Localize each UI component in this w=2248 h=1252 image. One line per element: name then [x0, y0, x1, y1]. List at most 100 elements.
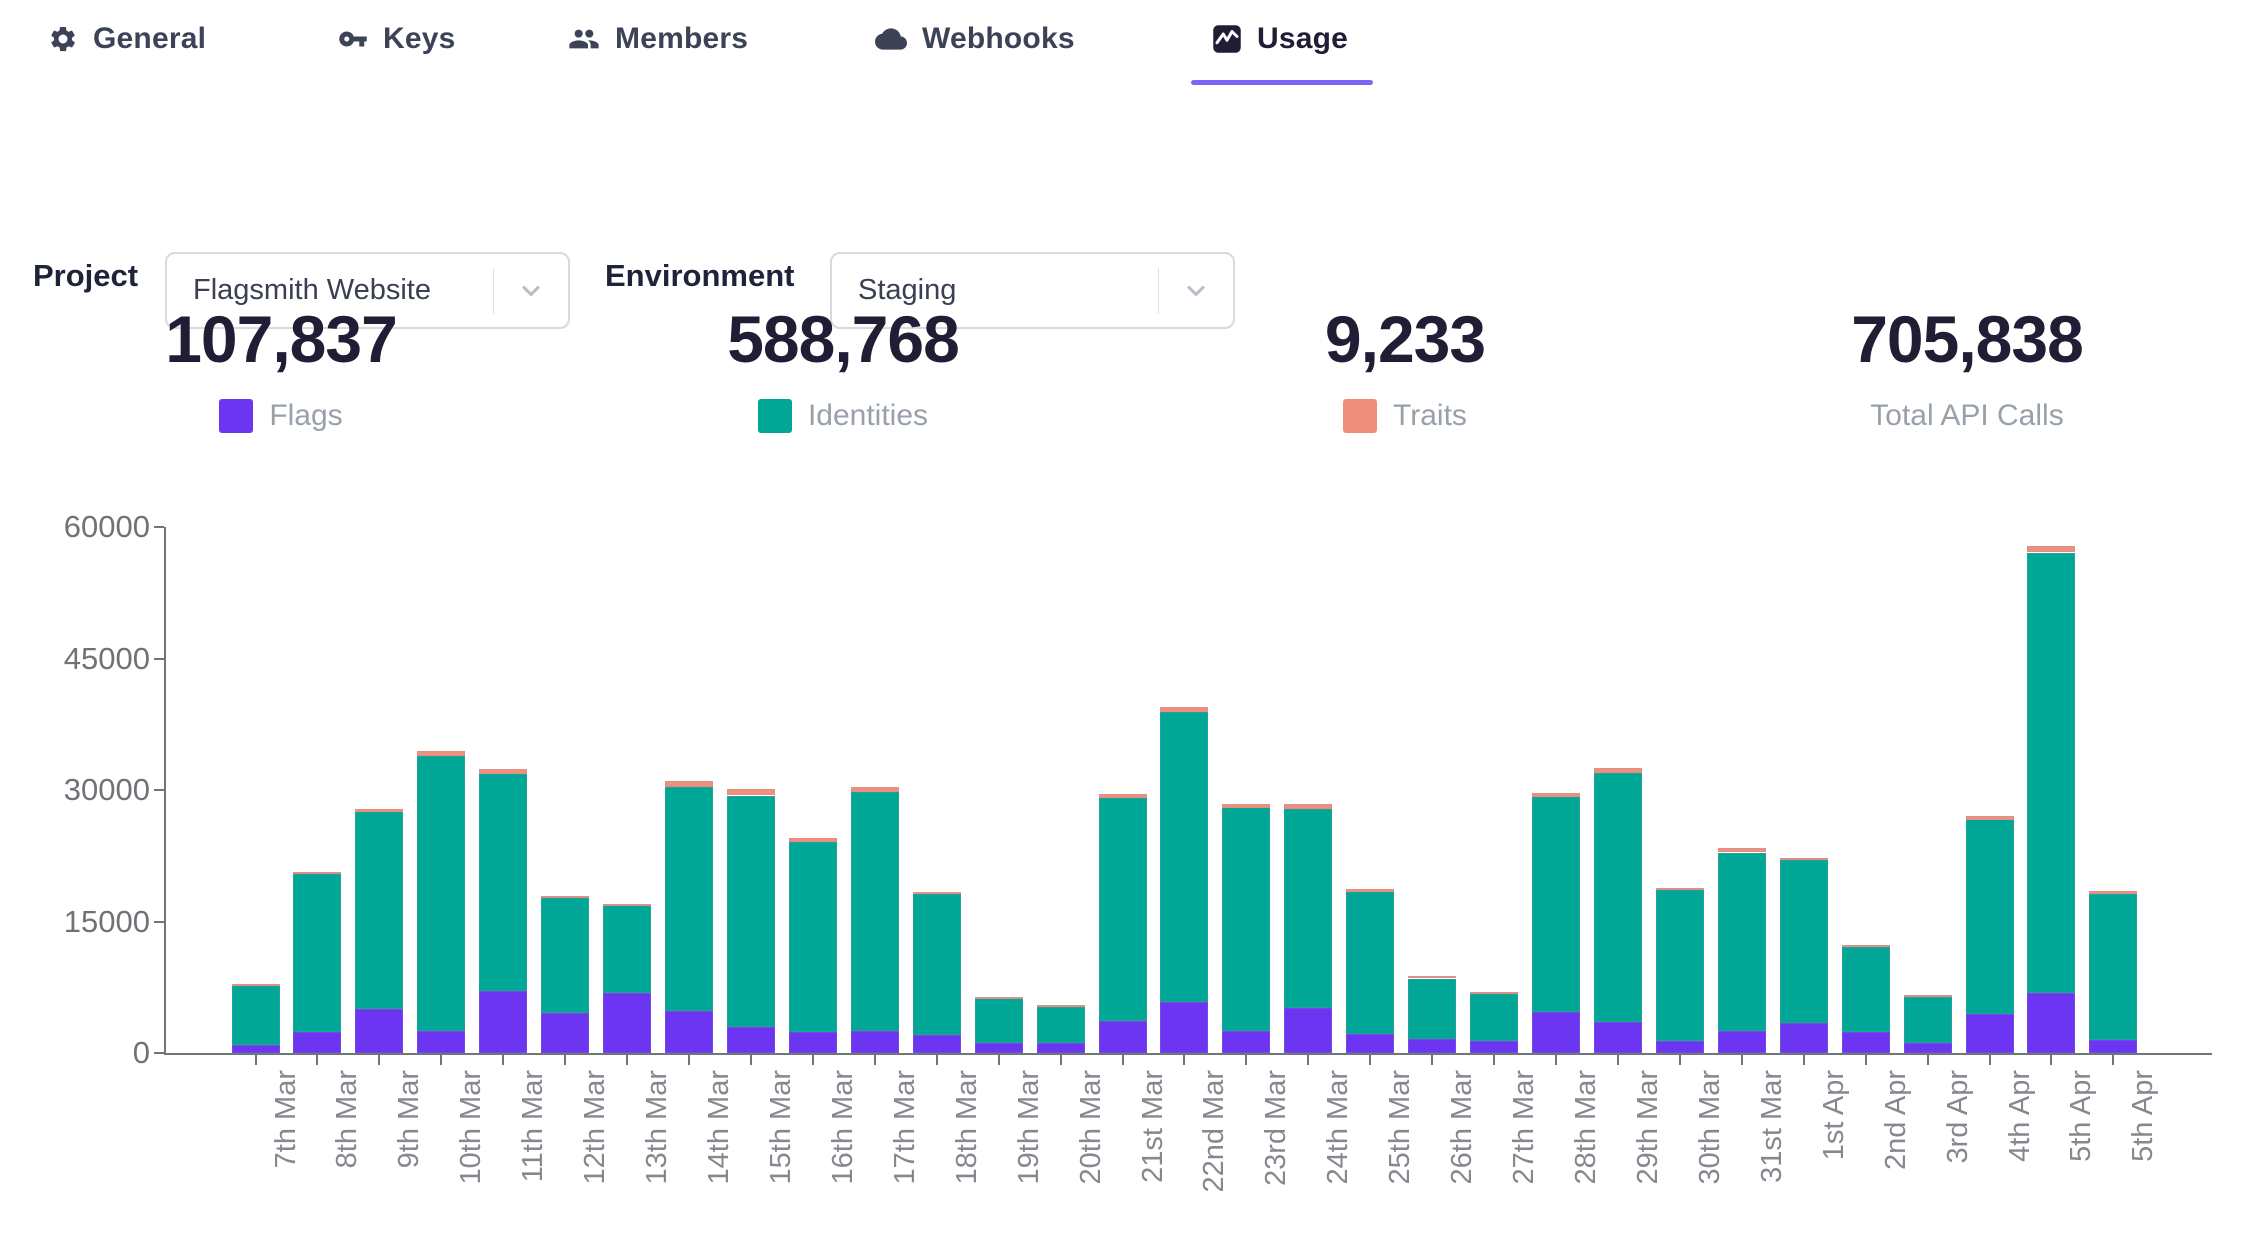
- bar-segment-traits[interactable]: [231, 984, 280, 987]
- bar-segment-traits[interactable]: [1779, 857, 1828, 860]
- chevron-down-icon[interactable]: [494, 277, 568, 305]
- bar-segment-identities[interactable]: [355, 812, 404, 1010]
- bar-segment-flags[interactable]: [1284, 1008, 1333, 1053]
- bar-segment-identities[interactable]: [1717, 852, 1766, 1031]
- bar-segment-flags[interactable]: [1532, 1012, 1581, 1053]
- bar-segment-identities[interactable]: [2089, 894, 2138, 1041]
- bar-segment-flags[interactable]: [1408, 1039, 1457, 1053]
- bar-segment-flags[interactable]: [726, 1027, 775, 1053]
- bar-segment-identities[interactable]: [2027, 552, 2076, 993]
- bar-segment-identities[interactable]: [603, 905, 652, 994]
- bar-segment-traits[interactable]: [1160, 706, 1209, 712]
- bar-segment-traits[interactable]: [1965, 815, 2014, 820]
- bar-segment-flags[interactable]: [417, 1031, 466, 1053]
- bar-segment-identities[interactable]: [417, 756, 466, 1032]
- bar-segment-traits[interactable]: [726, 789, 775, 796]
- bar-segment-traits[interactable]: [974, 996, 1023, 999]
- bar-segment-flags[interactable]: [1346, 1034, 1395, 1053]
- bar-segment-identities[interactable]: [293, 873, 342, 1032]
- tab-usage[interactable]: Usage: [1212, 22, 1348, 56]
- project-select[interactable]: Flagsmith Website: [165, 252, 570, 329]
- bar-segment-traits[interactable]: [417, 750, 466, 756]
- bar-segment-traits[interactable]: [1036, 1005, 1085, 1008]
- bar-segment-flags[interactable]: [1903, 1043, 1952, 1053]
- bar-segment-traits[interactable]: [1222, 803, 1271, 808]
- bar-segment-flags[interactable]: [974, 1043, 1023, 1053]
- bar-segment-traits[interactable]: [603, 903, 652, 906]
- bar-segment-flags[interactable]: [788, 1032, 837, 1053]
- tab-general[interactable]: General: [48, 22, 206, 56]
- bar-segment-flags[interactable]: [1965, 1014, 2014, 1053]
- bar-segment-flags[interactable]: [1098, 1021, 1147, 1053]
- bar-segment-identities[interactable]: [1284, 809, 1333, 1009]
- bar-segment-identities[interactable]: [665, 786, 713, 1011]
- bar-segment-flags[interactable]: [2027, 993, 2076, 1053]
- bar-segment-identities[interactable]: [1098, 797, 1147, 1021]
- bar-segment-traits[interactable]: [912, 892, 961, 895]
- bar-segment-flags[interactable]: [1717, 1031, 1766, 1053]
- bar-segment-identities[interactable]: [1222, 807, 1271, 1032]
- bar-segment-identities[interactable]: [479, 773, 528, 991]
- bar-segment-flags[interactable]: [1593, 1022, 1642, 1053]
- bar-segment-traits[interactable]: [2027, 546, 2076, 553]
- bar-segment-flags[interactable]: [479, 991, 528, 1053]
- bar-segment-identities[interactable]: [1346, 891, 1395, 1034]
- bar-segment-traits[interactable]: [1717, 848, 1766, 853]
- bar-segment-flags[interactable]: [665, 1011, 713, 1053]
- bar-segment-traits[interactable]: [293, 872, 342, 875]
- bar-segment-traits[interactable]: [2089, 890, 2138, 894]
- tab-webhooks[interactable]: Webhooks: [875, 22, 1075, 56]
- bar-segment-identities[interactable]: [726, 795, 775, 1027]
- bar-segment-flags[interactable]: [1779, 1023, 1828, 1053]
- bar-segment-traits[interactable]: [1593, 767, 1642, 773]
- bar-segment-identities[interactable]: [974, 998, 1023, 1044]
- bar-segment-traits[interactable]: [1655, 887, 1704, 890]
- bar-segment-identities[interactable]: [1408, 978, 1457, 1039]
- bar-segment-traits[interactable]: [1841, 944, 1890, 947]
- chevron-down-icon[interactable]: [1159, 277, 1233, 305]
- bar-segment-flags[interactable]: [1655, 1041, 1704, 1053]
- bar-segment-identities[interactable]: [1965, 819, 2014, 1015]
- bar-segment-identities[interactable]: [788, 841, 837, 1032]
- tab-keys[interactable]: Keys: [338, 22, 456, 56]
- bar-segment-traits[interactable]: [1284, 803, 1333, 809]
- bar-segment-traits[interactable]: [850, 786, 899, 792]
- bar-segment-flags[interactable]: [850, 1031, 899, 1053]
- bar-segment-traits[interactable]: [665, 781, 713, 788]
- bar-segment-identities[interactable]: [1593, 772, 1642, 1022]
- bar-segment-identities[interactable]: [1470, 993, 1519, 1041]
- bar-segment-flags[interactable]: [293, 1032, 342, 1053]
- bar-segment-traits[interactable]: [1098, 793, 1147, 798]
- bar-segment-traits[interactable]: [1532, 793, 1581, 797]
- bar-segment-flags[interactable]: [1036, 1043, 1085, 1053]
- bar-segment-traits[interactable]: [541, 895, 590, 898]
- bar-segment-flags[interactable]: [1160, 1002, 1209, 1053]
- bar-segment-flags[interactable]: [231, 1045, 280, 1053]
- bar-segment-traits[interactable]: [355, 808, 404, 812]
- bar-segment-flags[interactable]: [1222, 1031, 1271, 1053]
- bar-segment-identities[interactable]: [1532, 796, 1581, 1012]
- bar-segment-identities[interactable]: [912, 894, 961, 1036]
- bar-segment-flags[interactable]: [541, 1013, 590, 1053]
- tab-members[interactable]: Members: [568, 22, 748, 56]
- bar-segment-traits[interactable]: [1346, 889, 1395, 893]
- bar-segment-traits[interactable]: [788, 837, 837, 842]
- environment-select[interactable]: Staging: [830, 252, 1235, 329]
- bar-segment-identities[interactable]: [541, 897, 590, 1013]
- bar-segment-flags[interactable]: [603, 993, 652, 1053]
- bar-segment-flags[interactable]: [2089, 1040, 2138, 1053]
- bar-segment-traits[interactable]: [479, 769, 528, 775]
- bar-segment-identities[interactable]: [850, 792, 899, 1032]
- bar-segment-traits[interactable]: [1470, 991, 1519, 994]
- bar-segment-traits[interactable]: [1408, 976, 1457, 979]
- bar-segment-flags[interactable]: [912, 1035, 961, 1053]
- bar-segment-identities[interactable]: [1903, 997, 1952, 1044]
- bar-segment-flags[interactable]: [355, 1009, 404, 1053]
- bar-segment-identities[interactable]: [231, 986, 280, 1046]
- bar-segment-traits[interactable]: [1903, 994, 1952, 997]
- bar-segment-flags[interactable]: [1841, 1032, 1890, 1053]
- bar-segment-identities[interactable]: [1841, 946, 1890, 1032]
- bar-segment-identities[interactable]: [1160, 711, 1209, 1002]
- bar-segment-identities[interactable]: [1036, 1007, 1085, 1044]
- bar-segment-flags[interactable]: [1470, 1041, 1519, 1053]
